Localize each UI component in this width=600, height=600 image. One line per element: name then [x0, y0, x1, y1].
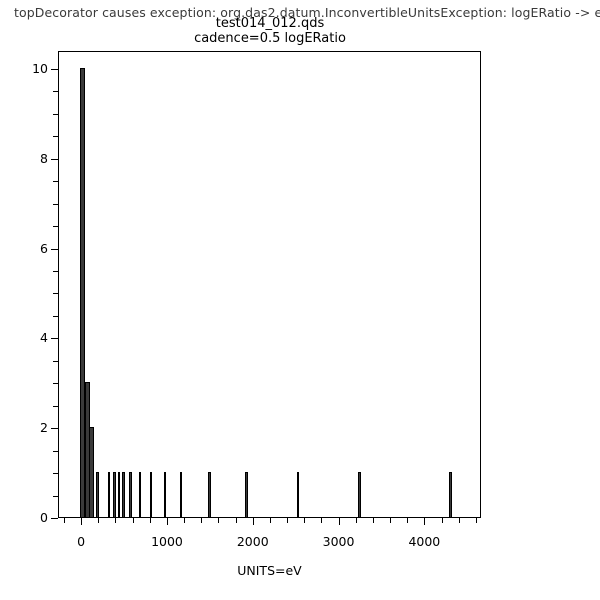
y-axis: 0 2 4 6 8 10: [0, 51, 58, 525]
x-axis-tick-label: 0: [77, 534, 86, 549]
y-axis-tick-minor: [53, 405, 58, 407]
x-axis-tick-minor: [372, 518, 374, 523]
y-axis-tick-major: [51, 68, 58, 70]
y-axis-tick-label: 0: [40, 510, 48, 525]
histogram-bar: [449, 472, 452, 517]
x-axis-tick-minor: [441, 518, 443, 523]
histogram-bars: [59, 52, 480, 517]
x-axis-tick-minor: [304, 518, 306, 523]
x-axis-tick-label: 1000: [151, 534, 183, 549]
histogram-bar: [245, 472, 248, 517]
x-axis-tick-minor: [235, 518, 237, 523]
histogram-bar: [107, 472, 111, 517]
y-axis-tick-minor: [53, 383, 58, 385]
y-axis-tick-minor: [53, 113, 58, 115]
y-axis-tick-minor: [53, 91, 58, 93]
x-axis-tick-major: [252, 518, 254, 525]
y-axis-tick-major: [51, 158, 58, 160]
y-axis-tick-minor: [53, 136, 58, 138]
x-axis-tick-minor: [64, 518, 65, 523]
y-axis-tick-minor: [53, 360, 58, 362]
warning-message: topDecorator causes exception: org.das2.…: [14, 5, 600, 20]
x-axis-tick-minor: [98, 518, 100, 523]
y-axis-tick-label: 6: [40, 240, 48, 256]
x-axis-tick-minor: [149, 518, 151, 523]
x-axis-tick-minor: [390, 518, 392, 523]
histogram-bar: [96, 472, 99, 517]
plot-title-line1: test014_012.qds: [215, 16, 325, 31]
y-axis-tick-minor: [53, 181, 58, 183]
y-axis-tick-label: 8: [40, 150, 48, 166]
x-axis-tick-label: 3000: [322, 534, 355, 549]
y-axis-tick-minor: [53, 203, 58, 205]
x-axis-tick-minor: [287, 518, 289, 523]
y-axis-tick-label: 10: [32, 60, 48, 76]
histogram-bar: [163, 472, 167, 517]
x-axis-tick-label: 4000: [408, 534, 441, 549]
y-axis-tick-minor: [53, 450, 58, 452]
y-axis-tick-label: 2: [40, 420, 48, 436]
x-axis-tick-minor: [132, 518, 134, 523]
y-axis-tick-minor: [53, 495, 58, 497]
x-axis-tick-label: 2000: [236, 534, 269, 549]
plot-area[interactable]: [58, 51, 481, 518]
x-axis-tick-major: [166, 518, 168, 525]
plot-title-line2: cadence=0.5 logERatio: [194, 31, 346, 46]
y-axis-tick-major: [51, 338, 58, 340]
histogram-bar: [79, 67, 85, 517]
plot-title: test014_012.qds cadence=0.5 logERatio: [0, 16, 540, 46]
y-axis-tick-major: [51, 518, 58, 519]
x-axis-tick-major: [81, 518, 83, 525]
histogram-bar: [296, 472, 300, 517]
histogram-bar: [129, 472, 132, 517]
y-axis-tick-minor: [53, 315, 58, 317]
histogram-bar: [117, 472, 121, 517]
x-axis-tick-major: [424, 518, 426, 525]
x-axis-tick-minor: [184, 518, 186, 523]
y-axis-tick-major: [51, 248, 58, 250]
y-axis-tick-minor: [53, 226, 58, 228]
histogram-bar: [149, 472, 153, 517]
x-axis-tick-minor: [355, 518, 357, 523]
histogram-bar: [179, 472, 183, 517]
y-axis-tick-minor: [53, 473, 58, 475]
x-axis-tick-minor: [269, 518, 271, 523]
x-axis-tick-minor: [115, 518, 117, 523]
x-axis-tick-minor: [201, 518, 203, 523]
histogram-bar: [113, 472, 116, 517]
x-axis-tick-major: [338, 518, 340, 525]
x-axis-title: UNITS=eV: [237, 563, 302, 578]
histogram-bar: [358, 472, 361, 517]
y-axis-tick-minor: [53, 271, 58, 273]
histogram-bar: [84, 382, 90, 517]
y-axis-tick-major: [51, 428, 58, 430]
x-axis-tick-minor: [475, 518, 477, 523]
x-axis-tick-minor: [458, 518, 460, 523]
y-axis-tick-minor: [53, 293, 58, 295]
x-axis-tick-minor: [407, 518, 409, 523]
histogram-bar: [138, 472, 142, 517]
histogram-bar: [89, 427, 94, 517]
x-axis-tick-minor: [321, 518, 323, 523]
x-axis-tick-minor: [218, 518, 220, 523]
y-axis-tick-label: 4: [40, 330, 48, 346]
x-axis: 0 1000 2000 3000 4000: [58, 518, 481, 578]
histogram-bar: [208, 472, 211, 517]
histogram-bar: [122, 472, 125, 517]
